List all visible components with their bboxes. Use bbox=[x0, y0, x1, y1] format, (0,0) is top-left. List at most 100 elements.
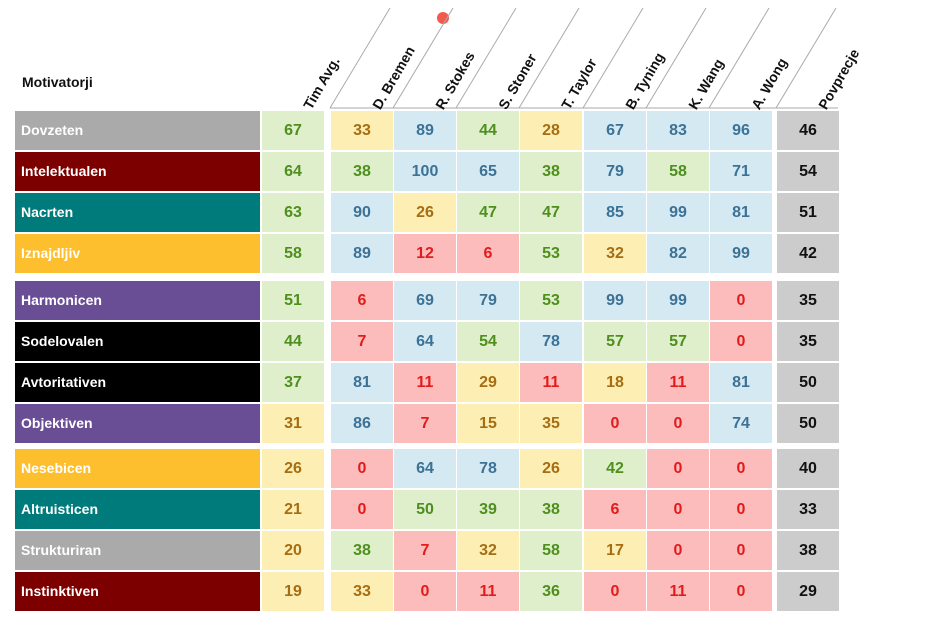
header-divider-line bbox=[392, 7, 454, 109]
score-cell: 53 bbox=[520, 234, 582, 273]
score-cell: 32 bbox=[584, 234, 646, 273]
average-cell: 35 bbox=[777, 322, 839, 361]
score-cell: 28 bbox=[520, 111, 582, 150]
score-cell: 12 bbox=[394, 234, 456, 273]
score-cell: 51 bbox=[262, 281, 324, 320]
score-cell: 38 bbox=[331, 152, 393, 191]
header-divider-line bbox=[775, 7, 837, 109]
header-divider-line bbox=[455, 7, 517, 109]
score-cell: 64 bbox=[394, 449, 456, 488]
score-cell: 57 bbox=[647, 322, 709, 361]
average-cell: 29 bbox=[777, 572, 839, 611]
score-cell: 0 bbox=[647, 490, 709, 529]
header-divider-line bbox=[329, 7, 391, 109]
score-cell: 74 bbox=[710, 404, 772, 443]
score-cell: 67 bbox=[584, 111, 646, 150]
row-label: Strukturiran bbox=[15, 531, 260, 570]
row-label: Nacrten bbox=[15, 193, 260, 232]
score-cell: 7 bbox=[331, 322, 393, 361]
score-cell: 47 bbox=[520, 193, 582, 232]
header-divider-line bbox=[582, 7, 644, 109]
score-cell: 37 bbox=[262, 363, 324, 402]
score-cell: 42 bbox=[584, 449, 646, 488]
score-cell: 11 bbox=[647, 363, 709, 402]
score-cell: 0 bbox=[710, 572, 772, 611]
score-cell: 90 bbox=[331, 193, 393, 232]
score-cell: 11 bbox=[647, 572, 709, 611]
row-label: Altruisticen bbox=[15, 490, 260, 529]
score-cell: 0 bbox=[710, 449, 772, 488]
score-cell: 6 bbox=[457, 234, 519, 273]
score-cell: 99 bbox=[647, 281, 709, 320]
score-cell: 0 bbox=[584, 404, 646, 443]
header-divider-line bbox=[708, 7, 770, 109]
score-cell: 81 bbox=[331, 363, 393, 402]
score-cell: 64 bbox=[394, 322, 456, 361]
row-label: Instinktiven bbox=[15, 572, 260, 611]
score-cell: 96 bbox=[710, 111, 772, 150]
score-cell: 26 bbox=[520, 449, 582, 488]
score-cell: 99 bbox=[584, 281, 646, 320]
score-cell: 11 bbox=[520, 363, 582, 402]
score-cell: 69 bbox=[394, 281, 456, 320]
row-label: Nesebicen bbox=[15, 449, 260, 488]
score-cell: 32 bbox=[457, 531, 519, 570]
score-cell: 26 bbox=[394, 193, 456, 232]
average-cell: 33 bbox=[777, 490, 839, 529]
score-cell: 6 bbox=[331, 281, 393, 320]
score-cell: 47 bbox=[457, 193, 519, 232]
score-cell: 64 bbox=[262, 152, 324, 191]
score-cell: 71 bbox=[710, 152, 772, 191]
score-cell: 81 bbox=[710, 193, 772, 232]
score-cell: 38 bbox=[520, 490, 582, 529]
score-cell: 82 bbox=[647, 234, 709, 273]
score-cell: 63 bbox=[262, 193, 324, 232]
average-cell: 54 bbox=[777, 152, 839, 191]
score-cell: 0 bbox=[584, 572, 646, 611]
score-cell: 89 bbox=[331, 234, 393, 273]
score-cell: 33 bbox=[331, 111, 393, 150]
score-cell: 57 bbox=[584, 322, 646, 361]
score-cell: 0 bbox=[331, 449, 393, 488]
score-cell: 58 bbox=[647, 152, 709, 191]
row-label: Avtoritativen bbox=[15, 363, 260, 402]
score-cell: 17 bbox=[584, 531, 646, 570]
score-cell: 21 bbox=[262, 490, 324, 529]
score-cell: 67 bbox=[262, 111, 324, 150]
score-cell: 0 bbox=[647, 404, 709, 443]
average-cell: 38 bbox=[777, 531, 839, 570]
row-label: Sodelovalen bbox=[15, 322, 260, 361]
score-cell: 31 bbox=[262, 404, 324, 443]
score-cell: 89 bbox=[394, 111, 456, 150]
average-cell: 35 bbox=[777, 281, 839, 320]
score-cell: 86 bbox=[331, 404, 393, 443]
score-cell: 36 bbox=[520, 572, 582, 611]
score-cell: 11 bbox=[394, 363, 456, 402]
score-cell: 19 bbox=[262, 572, 324, 611]
score-cell: 0 bbox=[710, 322, 772, 361]
header-dividers bbox=[329, 7, 838, 109]
score-cell: 0 bbox=[710, 281, 772, 320]
score-cell: 58 bbox=[520, 531, 582, 570]
row-label: Intelektualen bbox=[15, 152, 260, 191]
score-cell: 7 bbox=[394, 531, 456, 570]
average-cell: 50 bbox=[777, 404, 839, 443]
row-label: Harmonicen bbox=[15, 281, 260, 320]
average-cell: 50 bbox=[777, 363, 839, 402]
score-cell: 0 bbox=[710, 490, 772, 529]
score-cell: 50 bbox=[394, 490, 456, 529]
score-cell: 33 bbox=[331, 572, 393, 611]
red-dot-indicator bbox=[437, 12, 449, 24]
score-cell: 15 bbox=[457, 404, 519, 443]
row-label: Dovzeten bbox=[15, 111, 260, 150]
score-cell: 53 bbox=[520, 281, 582, 320]
score-cell: 44 bbox=[262, 322, 324, 361]
score-cell: 0 bbox=[331, 490, 393, 529]
score-cell: 99 bbox=[647, 193, 709, 232]
score-cell: 0 bbox=[647, 531, 709, 570]
score-cell: 81 bbox=[710, 363, 772, 402]
score-cell: 44 bbox=[457, 111, 519, 150]
score-cell: 0 bbox=[647, 449, 709, 488]
score-cell: 26 bbox=[262, 449, 324, 488]
